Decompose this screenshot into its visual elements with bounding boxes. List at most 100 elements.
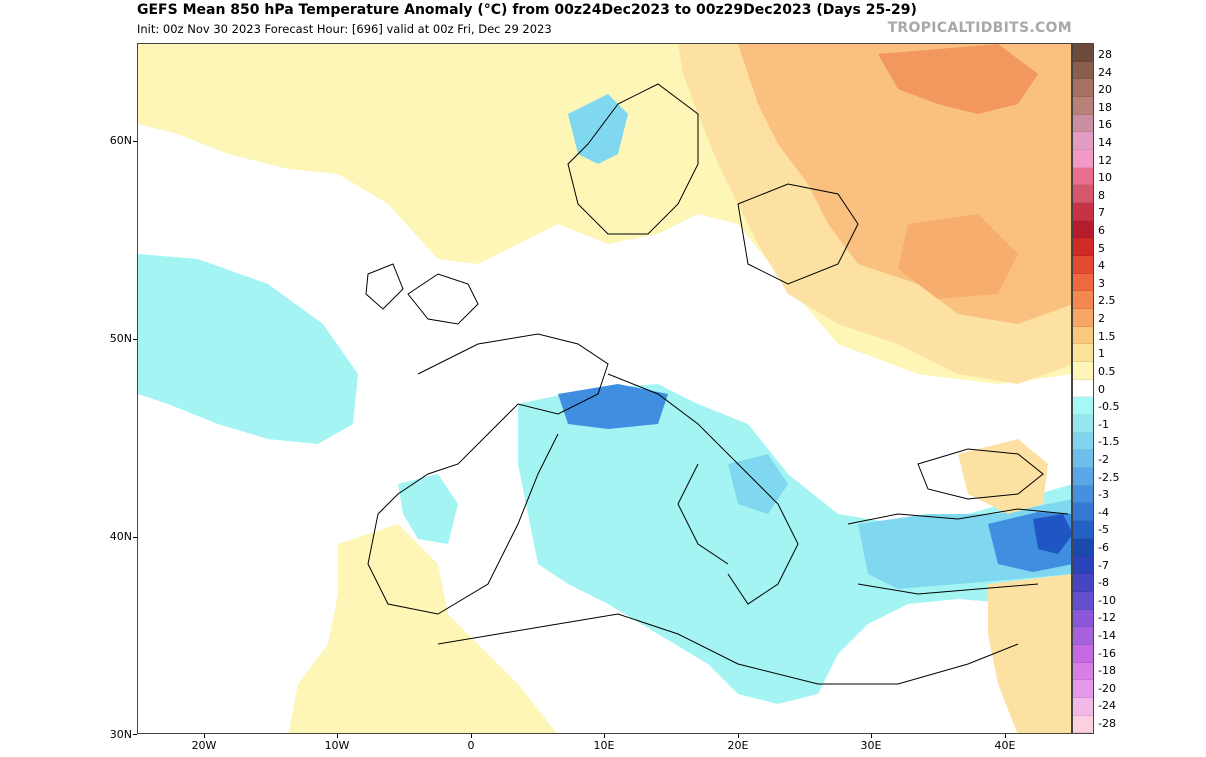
colorbar-swatch: [1073, 291, 1093, 310]
colorbar-label: -1: [1098, 417, 1109, 431]
colorbar-swatch: [1073, 627, 1093, 645]
colorbar-label: 6: [1098, 224, 1105, 238]
lon-label-10e: 10E: [593, 739, 615, 752]
lat-tick-60n: [133, 141, 137, 142]
colorbar-label: 8: [1098, 188, 1105, 202]
colorbar-swatch: [1073, 697, 1093, 716]
colorbar-label: 2.5: [1098, 294, 1116, 308]
chart-subtitle: Init: 00z Nov 30 2023 Forecast Hour: [69…: [137, 22, 552, 36]
colorbar-label: 10: [1098, 171, 1112, 185]
colorbar-label: -4: [1098, 505, 1109, 519]
colorbar-label: 0: [1098, 382, 1105, 396]
colorbar-label: 0.5: [1098, 364, 1116, 378]
anomaly-zone-cool-scandinavia: [568, 94, 628, 164]
colorbar-swatch: [1073, 379, 1093, 398]
colorbar-label: 4: [1098, 259, 1105, 273]
colorbar-label: -5: [1098, 523, 1109, 537]
colorbar-label: -7: [1098, 558, 1109, 572]
colorbar-swatch: [1073, 185, 1093, 204]
colorbar-label: 1.5: [1098, 329, 1116, 343]
colorbar-swatch: [1073, 220, 1093, 239]
colorbar-swatch: [1073, 79, 1093, 98]
lon-tick-10w: [337, 734, 338, 738]
colorbar-swatch: [1073, 167, 1093, 186]
lon-tick-10e: [604, 734, 605, 738]
map-canvas: [138, 44, 1071, 733]
colorbar-label: 7: [1098, 206, 1105, 220]
lat-label-50n: 50N: [109, 332, 132, 345]
colorbar-label: 20: [1098, 83, 1112, 97]
colorbar-label: -16: [1098, 646, 1116, 660]
colorbar-label: -3: [1098, 488, 1109, 502]
anomaly-zone-warm-black-sea: [958, 439, 1048, 514]
colorbar-swatch: [1073, 450, 1093, 469]
colorbar-label: -6: [1098, 540, 1109, 554]
colorbar-swatch: [1073, 97, 1093, 115]
colorbar-swatch: [1073, 273, 1093, 292]
brand-watermark: TROPICALTIDBITS.COM: [887, 20, 1072, 36]
lon-tick-30e: [871, 734, 872, 738]
colorbar-label: 5: [1098, 241, 1105, 255]
anomaly-zone-cool-alps: [558, 384, 668, 429]
lat-tick-40n: [133, 537, 137, 538]
lon-tick-0: [471, 734, 472, 738]
colorbar-swatch: [1073, 503, 1093, 522]
lat-label-30n: 30N: [109, 728, 132, 741]
colorbar-label: 24: [1098, 65, 1112, 79]
colorbar-swatch: [1073, 397, 1093, 416]
anomaly-zone-cool-atlantic: [138, 254, 358, 444]
colorbar-label: -14: [1098, 628, 1116, 642]
colorbar-swatch: [1073, 203, 1093, 221]
colorbar-swatch: [1073, 485, 1093, 504]
colorbar-label: 16: [1098, 118, 1112, 132]
colorbar-label: 14: [1098, 136, 1112, 150]
lat-label-60n: 60N: [109, 134, 132, 147]
anomaly-zone-warm-southeast: [988, 574, 1071, 733]
anomaly-zone-cool-iberia: [398, 474, 458, 544]
lat-label-40n: 40N: [109, 530, 132, 543]
chart-title: GEFS Mean 850 hPa Temperature Anomaly (°…: [137, 2, 917, 18]
anomaly-zone-orange-core-south: [898, 214, 1018, 299]
colorbar-swatch: [1073, 432, 1093, 451]
colorbar-label: -10: [1098, 593, 1116, 607]
lon-tick-40e: [1005, 734, 1006, 738]
lon-tick-20w: [204, 734, 205, 738]
colorbar-label: 3: [1098, 276, 1105, 290]
colorbar-label: -24: [1098, 699, 1116, 713]
lon-tick-20e: [738, 734, 739, 738]
anomaly-map: [137, 43, 1072, 734]
colorbar-swatch: [1073, 415, 1093, 433]
lon-label-20w: 20W: [191, 739, 217, 752]
lon-label-40e: 40E: [994, 739, 1016, 752]
colorbar-swatch: [1073, 556, 1093, 575]
colorbar-label: -2.5: [1098, 470, 1120, 484]
colorbar-swatch: [1073, 468, 1093, 486]
colorbar-swatch: [1073, 256, 1093, 274]
colorbar-swatch: [1073, 644, 1093, 663]
anomaly-zone-warm-iberia-africa: [288, 524, 557, 733]
colorbar-swatch: [1073, 344, 1093, 363]
lon-label-0: 0: [467, 739, 475, 752]
colorbar-swatch: [1073, 44, 1093, 62]
colorbar-swatch: [1073, 662, 1093, 681]
colorbar-swatch: [1073, 574, 1093, 592]
colorbar-label: -12: [1098, 611, 1116, 625]
colorbar-label: 1: [1098, 347, 1105, 361]
colorbar-swatch: [1073, 238, 1093, 257]
colorbar-label: 28: [1098, 48, 1112, 61]
colorbar-label: 2: [1098, 312, 1105, 326]
colorbar-label: -28: [1098, 717, 1116, 730]
lon-label-30e: 30E: [860, 739, 882, 752]
colorbar-swatch: [1073, 326, 1093, 345]
anomaly-zone-deep-orange-core: [878, 44, 1038, 114]
colorbar-swatch: [1073, 680, 1093, 698]
colorbar-label: -0.5: [1098, 400, 1120, 414]
colorbar-label: -2: [1098, 452, 1109, 466]
colorbar-label: -18: [1098, 664, 1116, 678]
coastlines: [365, 83, 1069, 685]
colorbar-label: -20: [1098, 681, 1116, 695]
anomaly-zone-cool-mediterranean: [518, 384, 1071, 704]
colorbar-swatch: [1073, 114, 1093, 133]
colorbar: [1072, 43, 1094, 734]
colorbar-swatch: [1073, 150, 1093, 168]
